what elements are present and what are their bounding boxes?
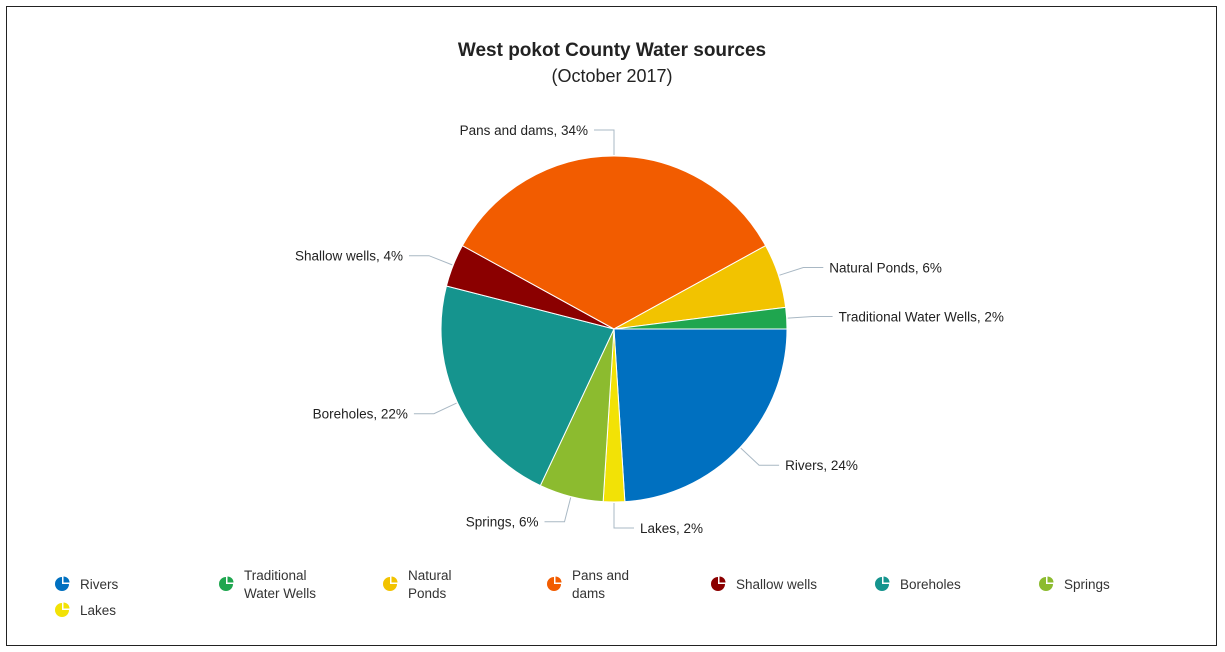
legend-label: Water Wells bbox=[244, 586, 316, 601]
legend-label: Rivers bbox=[80, 577, 119, 592]
legend-item-pans-and-dams[interactable]: Pans and dams bbox=[547, 568, 629, 601]
legend-pie-icon bbox=[547, 576, 562, 591]
leader-line-rivers bbox=[740, 447, 780, 466]
legend: Rivers Traditional Water Wells Natural Ponds… bbox=[55, 568, 1110, 618]
leader-line-lakes bbox=[613, 503, 634, 529]
legend-item-lakes[interactable]: Lakes bbox=[55, 602, 116, 619]
legend-label: Pans and bbox=[572, 568, 629, 583]
pie-slice-traditional-water-wells[interactable] bbox=[613, 306, 788, 330]
pie-slice-pans-and-dams[interactable] bbox=[461, 155, 767, 330]
legend-item-rivers[interactable]: Rivers bbox=[55, 576, 119, 593]
legend-item-boreholes[interactable]: Boreholes bbox=[875, 576, 961, 593]
data-label-shallow-wells: Shallow wells, 4% bbox=[295, 249, 403, 264]
legend-label: dams bbox=[572, 586, 605, 601]
data-label-pans-and-dams: Pans and dams, 34% bbox=[460, 123, 588, 138]
data-label-natural-ponds: Natural Ponds, 6% bbox=[829, 261, 942, 276]
data-label-boreholes: Boreholes, 22% bbox=[313, 407, 408, 422]
legend-label: Traditional bbox=[244, 568, 307, 583]
legend-pie-icon bbox=[55, 576, 70, 591]
chart-subtitle: (October 2017) bbox=[551, 66, 672, 86]
legend-label: Springs bbox=[1064, 577, 1110, 592]
legend-pie-icon bbox=[711, 576, 726, 591]
leader-line-natural-ponds bbox=[779, 267, 824, 276]
leader-line-shallow-wells bbox=[409, 255, 453, 266]
legend-pie-icon bbox=[55, 602, 70, 617]
pie-slices bbox=[440, 155, 788, 503]
legend-pie-icon bbox=[219, 576, 234, 591]
data-label-springs: Springs, 6% bbox=[466, 515, 539, 530]
legend-label: Shallow wells bbox=[736, 577, 817, 592]
leader-line-boreholes bbox=[413, 402, 457, 415]
chart-title: West pokot County Water sources bbox=[458, 40, 766, 61]
legend-label: Ponds bbox=[408, 586, 447, 601]
legend-label: Natural bbox=[408, 568, 452, 583]
legend-pie-icon bbox=[383, 576, 398, 591]
data-label-rivers: Rivers, 24% bbox=[785, 458, 858, 473]
leader-line-pans-and-dams bbox=[594, 129, 615, 155]
pie-slice-boreholes[interactable] bbox=[440, 285, 615, 487]
data-label-lakes: Lakes, 2% bbox=[640, 521, 703, 536]
legend-pie-icon bbox=[875, 576, 890, 591]
legend-item-shallow-wells[interactable]: Shallow wells bbox=[711, 576, 817, 593]
pie-slice-rivers[interactable] bbox=[613, 328, 788, 503]
legend-label: Lakes bbox=[80, 603, 116, 618]
data-label-traditional-water-wells: Traditional Water Wells, 2% bbox=[839, 310, 1004, 325]
legend-item-traditional-water-wells[interactable]: Traditional Water Wells bbox=[219, 568, 316, 601]
legend-label: Boreholes bbox=[900, 577, 961, 592]
data-labels: Rivers, 24% Lakes, 2% Springs, 6% Boreholes… bbox=[295, 123, 1004, 536]
leader-line-traditional-water-wells bbox=[787, 316, 833, 319]
legend-item-natural-ponds[interactable]: Natural Ponds bbox=[383, 568, 452, 601]
legend-pie-icon bbox=[1039, 576, 1054, 591]
leader-line-springs bbox=[544, 497, 572, 523]
legend-item-springs[interactable]: Springs bbox=[1039, 576, 1110, 593]
